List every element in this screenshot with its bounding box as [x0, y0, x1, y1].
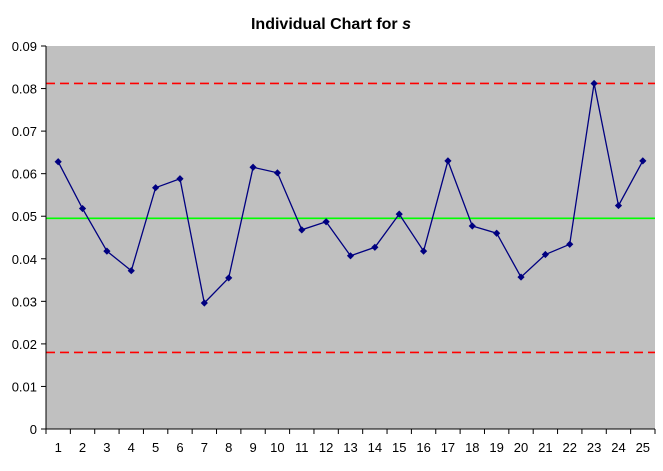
data-point — [322, 218, 330, 226]
data-point — [78, 204, 87, 213]
x-tick-label: 23 — [587, 440, 601, 455]
x-tick-label: 10 — [270, 440, 284, 455]
data-point — [273, 169, 282, 177]
data-point — [541, 250, 549, 259]
data-point — [103, 247, 111, 255]
x-tick-label: 19 — [489, 440, 503, 455]
y-tick-label: 0.08 — [12, 82, 37, 97]
data-point — [566, 240, 574, 248]
y-tick-label: 0 — [30, 422, 37, 437]
x-tick-label: 21 — [538, 440, 552, 455]
data-point — [590, 79, 598, 88]
data-point — [371, 243, 379, 251]
data-point — [225, 274, 233, 282]
data-point — [639, 157, 647, 165]
tick-labels: 00.010.020.030.040.050.060.070.080.091 2 3… — [12, 39, 650, 455]
x-tick-label: 8 — [225, 440, 232, 455]
x-tick-label: 3 — [103, 440, 110, 455]
data-point — [298, 226, 306, 234]
x-tick-label: 1 — [55, 440, 62, 455]
y-tick-label: 0.01 — [12, 379, 37, 394]
y-tick-label: 0.03 — [12, 294, 37, 309]
plot-area — [46, 46, 655, 429]
data-point — [346, 252, 355, 260]
data-point — [176, 175, 184, 183]
x-tick-label: 12 — [319, 440, 333, 455]
x-tick-label: 24 — [611, 440, 625, 455]
data-point — [444, 157, 452, 165]
x-tick-label: 5 — [152, 440, 159, 455]
x-tick-label: 14 — [368, 440, 382, 455]
x-tick-label: 2 — [79, 440, 86, 455]
x-tick-label: 16 — [416, 440, 430, 455]
data-point — [54, 158, 62, 166]
x-tick-label: 13 — [343, 440, 357, 455]
data-point — [419, 247, 428, 255]
data-point — [127, 267, 135, 275]
reference-lines — [46, 82, 655, 354]
y-tick-label: 0.02 — [12, 337, 37, 352]
x-tick-label: 6 — [176, 440, 183, 455]
data-point — [517, 273, 525, 281]
data-point — [249, 163, 257, 171]
x-tick-label: 22 — [563, 440, 577, 455]
data-point — [493, 229, 501, 237]
series-layer — [54, 79, 647, 307]
chart-title: Individual Chart for s — [251, 16, 411, 33]
y-tick-label: 0.04 — [12, 252, 37, 267]
axes — [41, 45, 656, 434]
x-tick-label: 4 — [128, 440, 135, 455]
y-tick-label: 0.05 — [12, 209, 37, 224]
y-tick-label: 0.07 — [12, 124, 37, 139]
x-tick-label: 20 — [514, 440, 528, 455]
x-tick-label: 15 — [392, 440, 406, 455]
x-tick-label: 25 — [636, 440, 650, 455]
x-tick-label: 17 — [441, 440, 455, 455]
data-point — [468, 222, 476, 230]
x-tick-label: 11 — [295, 440, 309, 455]
data-point — [200, 299, 208, 307]
data-point — [152, 184, 160, 192]
x-tick-label: 9 — [249, 440, 256, 455]
x-tick-label: 18 — [465, 440, 479, 455]
chart-title-variable: s — [402, 16, 411, 33]
y-tick-label: 0.09 — [12, 39, 37, 54]
data-point — [614, 201, 623, 210]
chart-title-text: Individual Chart for — [251, 16, 402, 33]
data-point — [395, 210, 403, 218]
x-tick-label: 7 — [201, 440, 208, 455]
y-tick-label: 0.06 — [12, 167, 37, 182]
